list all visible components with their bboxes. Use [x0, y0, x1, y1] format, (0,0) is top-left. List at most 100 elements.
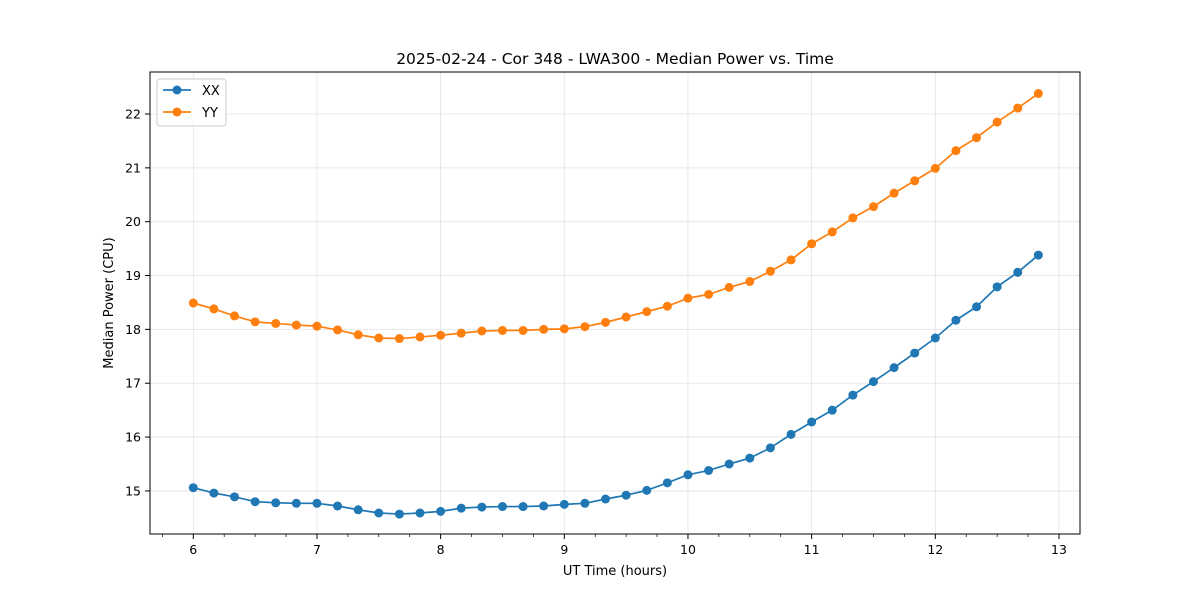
data-point-yy	[250, 317, 260, 327]
data-point-xx	[786, 429, 796, 439]
x-tick-label: 13	[1051, 542, 1067, 557]
data-point-xx	[250, 497, 260, 507]
data-point-xx	[312, 498, 322, 508]
x-tick-label: 10	[680, 542, 696, 557]
y-tick-label: 18	[125, 322, 141, 337]
data-point-yy	[559, 324, 569, 334]
series-layer	[188, 89, 1043, 519]
data-point-xx	[188, 483, 198, 493]
data-point-yy	[353, 330, 363, 340]
data-point-yy	[662, 301, 672, 311]
data-point-xx	[333, 501, 343, 511]
legend-label-yy: YY	[201, 106, 218, 121]
data-point-xx	[230, 492, 239, 502]
data-point-xx	[539, 501, 549, 511]
x-axis-label: UT Time (hours)	[563, 564, 667, 579]
data-point-yy	[683, 293, 693, 303]
data-point-yy	[807, 239, 817, 249]
data-point-yy	[209, 304, 219, 314]
data-point-yy	[972, 133, 982, 143]
data-point-xx	[889, 363, 899, 373]
y-tick-label: 19	[125, 268, 141, 283]
y-axis-label: Median Power (CPU)	[102, 237, 117, 368]
y-tick-label: 22	[125, 107, 141, 122]
x-tick-label: 11	[804, 542, 820, 557]
data-point-xx	[1013, 267, 1023, 277]
data-point-xx	[683, 470, 693, 480]
x-tick-label: 8	[437, 542, 445, 557]
data-point-xx	[271, 498, 281, 508]
x-tick-label: 6	[189, 542, 197, 557]
data-point-xx	[436, 506, 446, 516]
data-point-yy	[930, 163, 940, 173]
data-point-yy	[745, 276, 755, 286]
data-point-xx	[910, 348, 920, 358]
data-point-yy	[415, 332, 425, 342]
data-point-xx	[601, 494, 611, 504]
data-point-xx	[415, 508, 425, 518]
data-point-yy	[621, 312, 631, 322]
x-tick-label: 12	[927, 542, 943, 557]
data-point-xx	[662, 478, 672, 488]
data-point-xx	[951, 315, 961, 325]
data-point-yy	[456, 328, 466, 338]
data-point-yy	[910, 176, 920, 186]
data-point-yy	[868, 202, 878, 212]
data-point-xx	[765, 443, 775, 453]
data-point-xx	[992, 282, 1002, 292]
data-point-xx	[497, 502, 507, 512]
data-point-yy	[786, 255, 796, 265]
data-point-yy	[580, 322, 590, 332]
data-point-xx	[621, 490, 631, 500]
grid	[150, 72, 1080, 534]
legend: XX YY	[156, 78, 227, 127]
data-point-xx	[724, 459, 734, 469]
data-point-yy	[374, 333, 384, 343]
data-point-yy	[477, 326, 487, 336]
data-point-yy	[889, 188, 899, 198]
data-point-yy	[724, 282, 734, 292]
data-point-yy	[951, 146, 961, 156]
data-point-yy	[601, 317, 611, 327]
data-point-xx	[559, 499, 569, 509]
data-point-xx	[930, 333, 940, 343]
data-point-yy	[188, 298, 198, 308]
y-tick-label: 17	[125, 376, 141, 391]
data-point-xx	[972, 302, 982, 312]
data-point-xx	[827, 405, 837, 415]
data-point-xx	[456, 503, 466, 513]
x-tick-label: 9	[560, 542, 568, 557]
x-tick-label: 7	[313, 542, 321, 557]
data-point-xx	[477, 502, 487, 512]
data-point-yy	[271, 318, 281, 328]
data-point-yy	[291, 320, 301, 330]
data-point-xx	[353, 505, 363, 515]
data-point-xx	[704, 465, 714, 475]
data-point-yy	[497, 325, 507, 335]
data-point-xx	[518, 502, 528, 512]
chart-title: 2025-02-24 - Cor 348 - LWA300 - Median P…	[396, 50, 834, 68]
plot-area	[149, 71, 1081, 535]
data-point-yy	[1013, 103, 1023, 113]
data-point-yy	[765, 266, 775, 276]
data-point-yy	[992, 117, 1002, 127]
data-point-yy	[436, 330, 446, 340]
data-point-xx	[394, 509, 404, 519]
data-point-xx	[745, 453, 755, 463]
y-tick-label: 16	[125, 430, 141, 445]
y-tick-label: 20	[125, 214, 141, 229]
legend-marker-xx	[172, 85, 182, 95]
data-point-yy	[333, 325, 343, 335]
data-point-xx	[209, 488, 219, 498]
data-point-xx	[374, 508, 384, 518]
data-point-yy	[827, 227, 837, 237]
legend-label-xx: XX	[202, 84, 220, 99]
y-tick-label: 21	[125, 160, 141, 175]
axis-ticks: 6 7 8 9 10 11 12 13 15 16 17 18 19 20 21 22	[125, 107, 1067, 558]
data-point-xx	[1033, 250, 1043, 260]
data-point-xx	[580, 498, 590, 508]
legend-marker-yy	[172, 107, 182, 117]
data-point-yy	[642, 307, 652, 317]
data-point-yy	[312, 321, 322, 331]
